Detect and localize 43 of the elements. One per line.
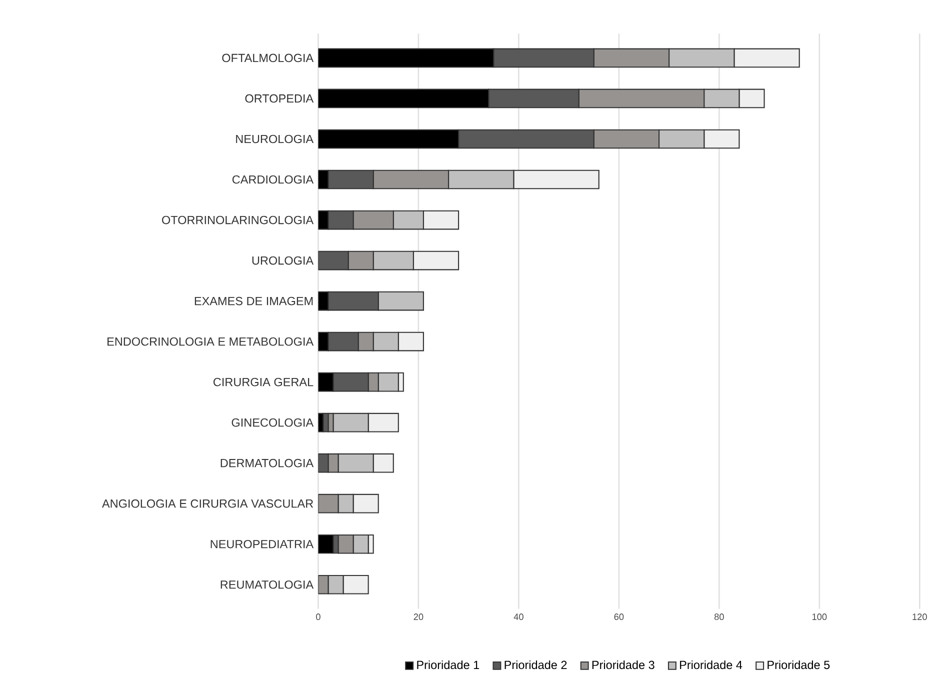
bar [372,170,450,189]
legend-label: Prioridade 5 [768,660,830,669]
bar [458,129,594,148]
bar [488,88,580,108]
y-tick-label: OFTALMOLOGIA [222,54,314,62]
y-tick-label: CIRURGIA GERAL [214,378,314,386]
legend-label: Prioridade 3 [592,660,654,669]
legend-label: Prioridade 4 [680,660,742,669]
legend-label: Prioridade 2 [504,660,567,669]
y-tick-label: ENDOCRINOLOGIA E METABOLOGIA [108,337,314,346]
x-tick-label: 80 [714,613,724,620]
x-tick-label: 60 [614,613,624,620]
bar [328,170,374,189]
bar [318,88,490,108]
y-tick-label: CARDIOLOGIA [232,175,314,184]
y-tick-label: REUMATOLOGIA [220,580,314,589]
x-tick-label: 100 [812,613,827,620]
y-tick-label: NEUROPEDIATRIA [210,540,314,548]
bar [593,129,660,148]
bar [332,372,369,392]
y-tick-label: ORTOPEDIA [245,94,314,102]
bar [318,48,494,68]
y-tick-label: EXAMES DE IMAGEM [194,296,313,306]
bar [593,48,670,68]
x-tick-label: 0 [316,613,320,620]
bar [352,210,394,230]
bar [493,48,594,68]
y-tick-label: DERMATOLOGIA [220,458,314,468]
bar [378,291,424,311]
bar [328,291,379,311]
bar [318,250,349,270]
x-tick-label: 20 [414,613,424,620]
bar [578,88,705,108]
y-tick-label: OTORRINOLARINGOLOGIA [162,216,314,224]
y-tick-label: NEUROLOGIA [236,134,314,143]
bar [318,129,460,148]
x-tick-label: 120 [912,613,927,620]
y-tick-label: UROLOGIA [252,256,314,265]
bar [328,332,359,352]
y-tick-label: ANGIOLOGIA E CIRURGIA VASCULAR [102,499,314,508]
legend-label: Prioridade 1 [417,660,480,669]
y-tick-label: GINECOLOGIA [232,418,314,427]
x-tick-label: 40 [514,613,524,620]
